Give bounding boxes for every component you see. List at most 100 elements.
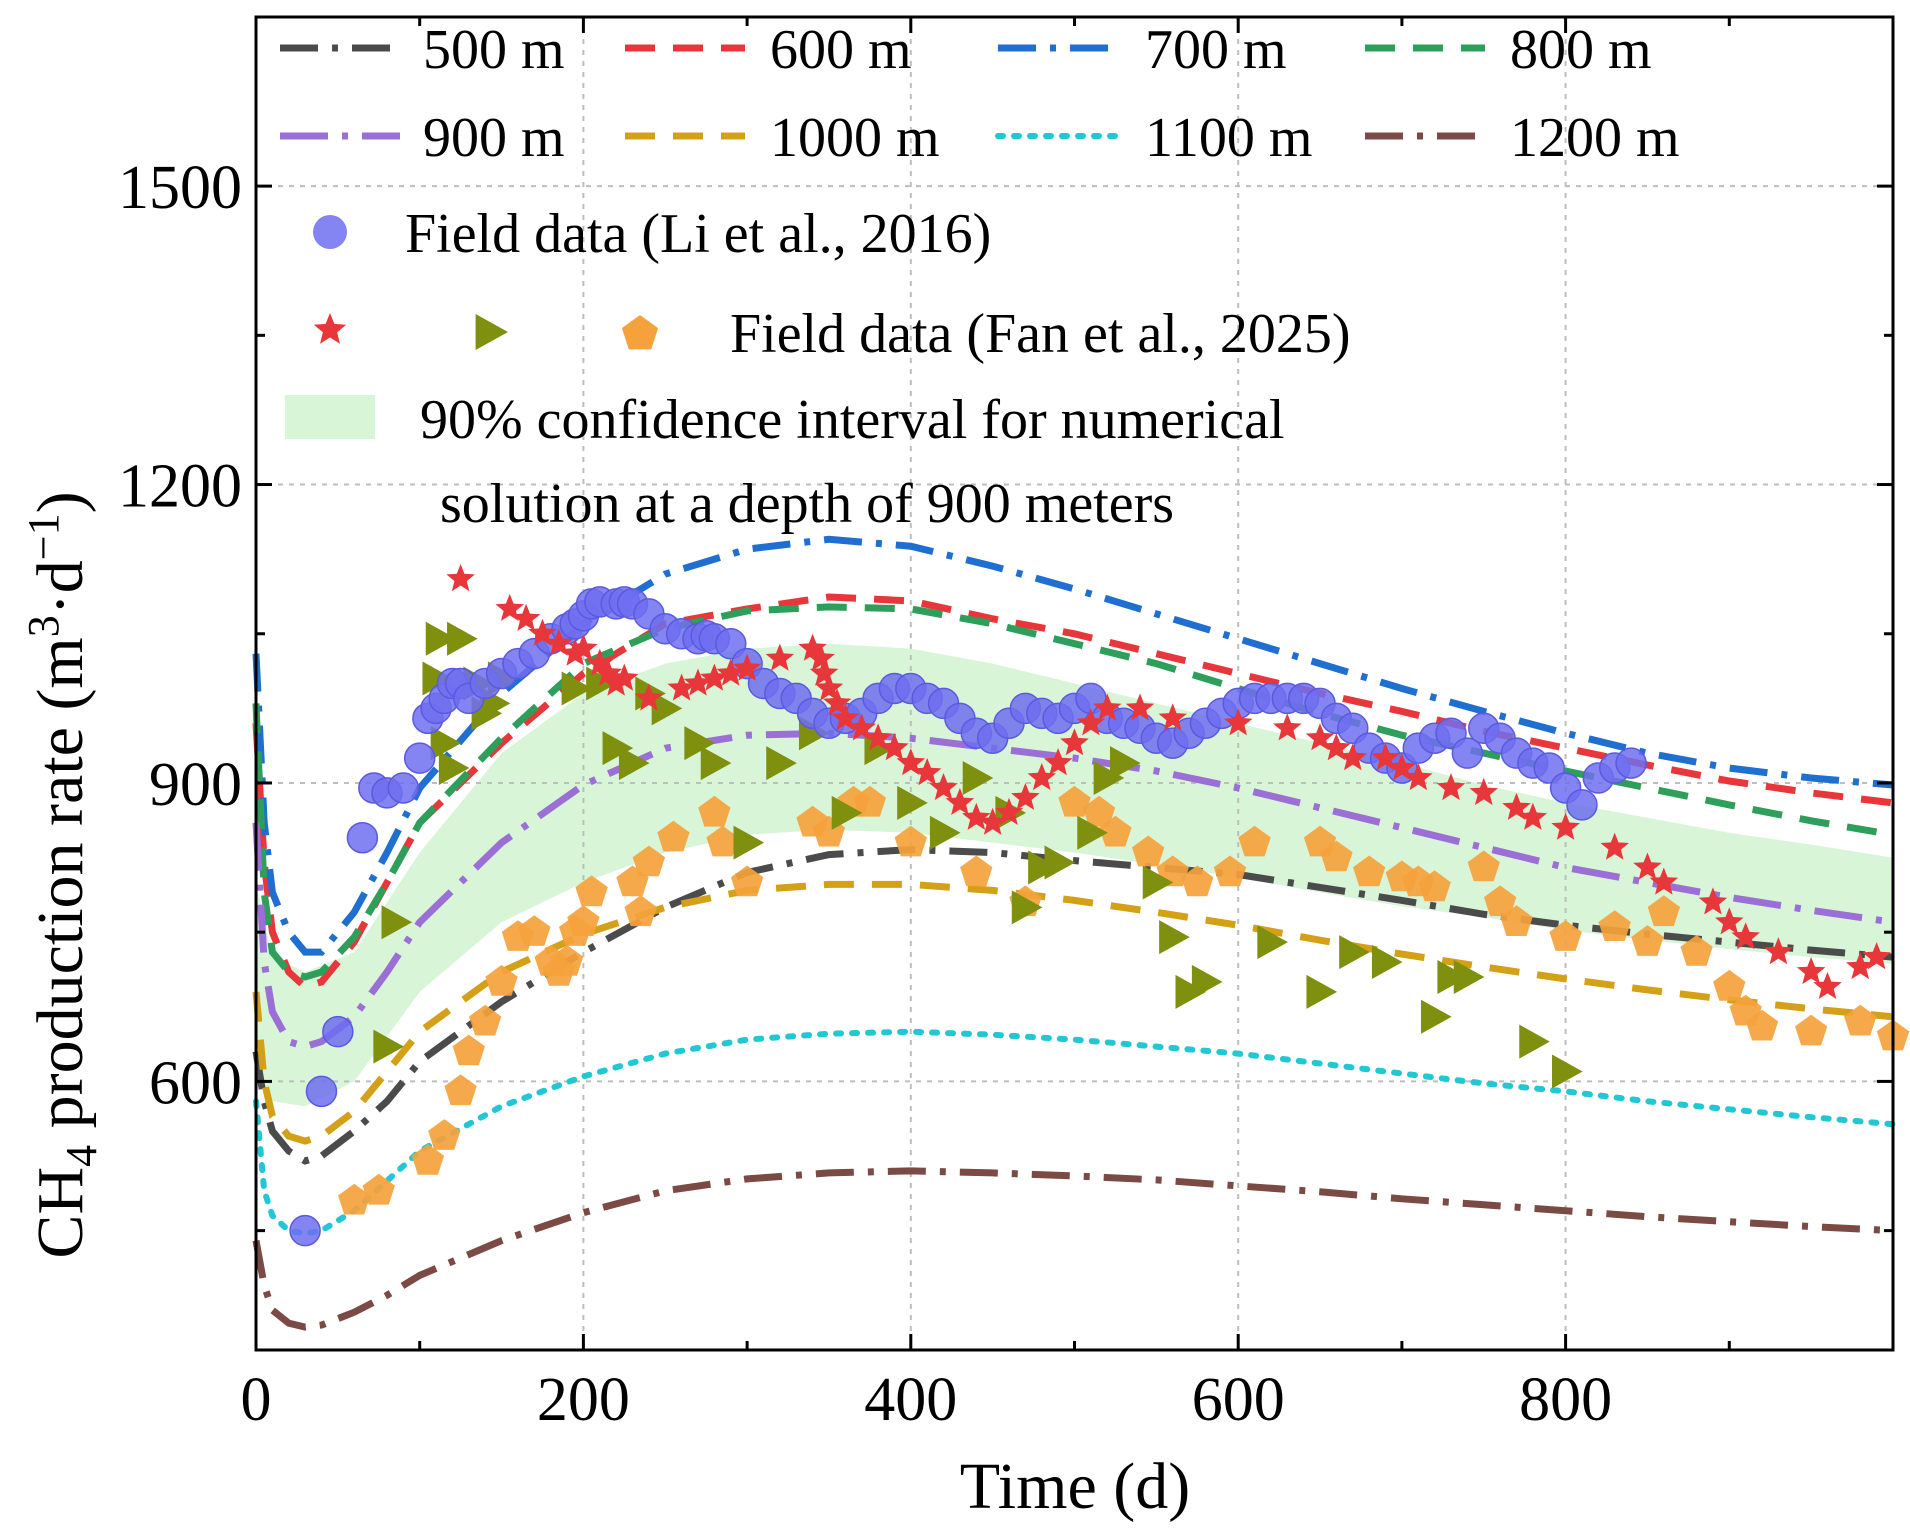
x-tick-label: 400 — [864, 1366, 957, 1434]
fan-star-point — [1846, 952, 1875, 980]
fan-pentagon-point — [550, 945, 584, 976]
y-label-part: ) — [24, 491, 97, 513]
fan-pentagon-point — [1500, 905, 1533, 936]
fan-pentagon-point — [1467, 850, 1500, 882]
x-tick-label: 800 — [1519, 1366, 1612, 1434]
fan-star-point — [1518, 802, 1548, 830]
fan-pentagon-point — [894, 825, 927, 857]
legend-li-marker — [313, 215, 347, 249]
legend-label-900-m: 900 m — [423, 107, 565, 169]
axes-layer: 0 200 400 600 800 600 900 1200 1500 — [118, 15, 1895, 1434]
fan-star-point — [798, 633, 827, 661]
fan-star-point — [1093, 693, 1122, 721]
fan-pentagon-point — [1418, 870, 1451, 902]
fan-triangle-point — [831, 795, 863, 830]
fan-star-point — [1796, 957, 1826, 985]
fan-triangle-point — [929, 815, 961, 850]
fan-pentagon-point — [698, 795, 731, 827]
fan-star-point — [1600, 832, 1629, 860]
fan-star-point — [634, 683, 664, 711]
fan-star-point — [1338, 743, 1368, 771]
fan-triangle-point — [1110, 746, 1141, 781]
y-label-part: CH — [24, 1167, 97, 1259]
fan-star-point — [765, 643, 795, 671]
y-label-part: production rate (m — [24, 637, 97, 1145]
legend-label-band-line2: solution at a depth of 900 meters — [440, 473, 1174, 535]
fan-star-point — [683, 668, 713, 696]
fan-star-point — [880, 733, 909, 761]
fan-star-point — [1502, 792, 1531, 820]
fan-star-point — [560, 638, 590, 666]
series-line-500-m — [252, 846, 1894, 1165]
fan-star-point — [528, 618, 557, 646]
fan-triangle-point — [381, 905, 413, 940]
fan-triangle-point — [1257, 925, 1288, 960]
fan-pentagon-point — [1213, 855, 1247, 887]
fan-pentagon-point — [428, 1119, 461, 1150]
fan-triangle-point — [1159, 920, 1190, 955]
x-tick-label: 0 — [241, 1366, 272, 1434]
y-tick-label: 900 — [149, 751, 242, 819]
fan-pentagon-point — [1745, 1009, 1779, 1041]
fan-pentagon-point — [1181, 865, 1214, 897]
legend: 500 m 600 m 700 m 800 m 900 m 1000 m 1100 m 120… — [280, 19, 1680, 535]
fan-star-point — [601, 668, 631, 696]
fan-star-point — [1322, 733, 1351, 761]
fan-star-point — [1764, 937, 1793, 965]
li-circle-point — [289, 1214, 321, 1247]
fan-pentagon-point — [1099, 815, 1132, 847]
fan-star-point — [610, 663, 639, 691]
fan-star-point — [929, 773, 958, 801]
legend-label-600-m: 600 m — [770, 19, 912, 81]
fan-pentagon-point — [1132, 835, 1165, 867]
y-tick-label: 1200 — [118, 453, 242, 521]
fan-star-point — [994, 797, 1024, 825]
fan-star-point — [1436, 773, 1466, 801]
x-tick-label: 200 — [537, 1366, 630, 1434]
x-tick-label: 600 — [1192, 1366, 1285, 1434]
fan-star-point — [593, 658, 623, 686]
fan-star-point — [1551, 812, 1580, 840]
legend-label-fan: Field data (Fan et al., 2025) — [730, 303, 1351, 365]
fan-star-point — [1158, 703, 1187, 731]
fan-pentagon-point — [1598, 910, 1631, 941]
fan-star-point — [1469, 777, 1498, 806]
fan-star-point — [700, 663, 729, 691]
series-lines-layer — [252, 535, 1896, 1331]
confidence-band-layer — [256, 643, 1893, 1107]
fan-pentagon-point — [338, 1183, 371, 1215]
series-line-700-m — [252, 535, 1894, 956]
fan-pentagon-point — [730, 865, 764, 897]
y-tick-label: 1500 — [118, 154, 242, 222]
legend-label-li: Field data (Li et al., 2016) — [405, 203, 991, 265]
fan-triangle-point — [1371, 945, 1403, 980]
fan-triangle-point — [684, 726, 715, 761]
fan-triangle-point — [1437, 959, 1469, 994]
fan-star-point — [1125, 693, 1155, 721]
fan-triangle-point — [447, 621, 478, 656]
legend-fan-star-marker — [313, 313, 347, 344]
fan-star-point — [1305, 723, 1335, 751]
fan-pentagon-point — [485, 964, 518, 996]
fan-star-point — [978, 807, 1007, 835]
fan-pentagon-point — [411, 1144, 445, 1175]
fan-triangle-point — [766, 746, 797, 781]
fan-triangle-point — [1552, 1054, 1583, 1089]
fan-pentagon-point — [362, 1173, 395, 1205]
fan-star-point — [962, 802, 991, 830]
li-circle-point — [1566, 789, 1598, 821]
fan-triangle-point — [1175, 974, 1207, 1009]
legend-label-1200-m: 1200 m — [1510, 107, 1680, 169]
legend-label-1100-m: 1100 m — [1145, 107, 1312, 169]
legend-label-700-m: 700 m — [1145, 19, 1287, 81]
fan-star-point — [822, 688, 852, 716]
fan-pentagon-point — [1484, 885, 1517, 917]
fan-pentagon-point — [452, 1034, 485, 1066]
fan-triangle-point — [1142, 865, 1174, 900]
series-line-1200-m — [252, 1167, 1894, 1331]
fan-triangle-point — [1093, 761, 1125, 796]
legend-label-500-m: 500 m — [423, 19, 565, 81]
grid-layer — [256, 17, 1893, 1350]
legend-fan-pentagon-marker — [621, 315, 659, 350]
fan-star-point — [446, 564, 475, 592]
